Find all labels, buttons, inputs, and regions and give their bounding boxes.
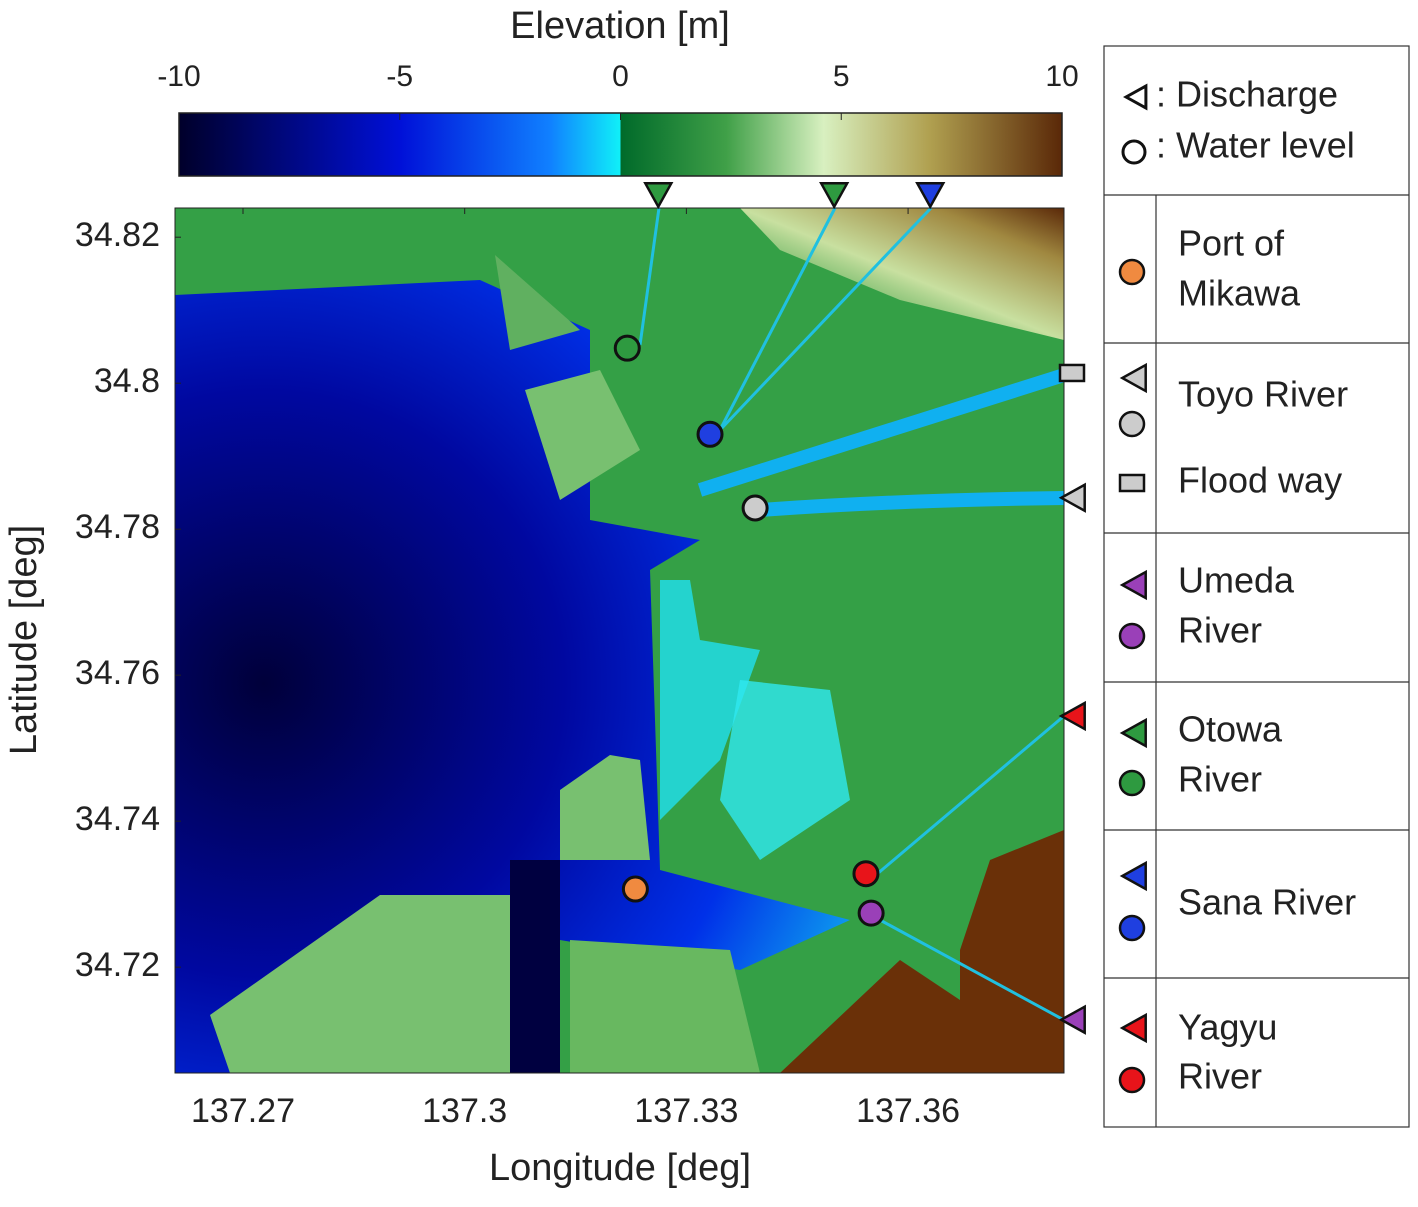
legend-label: Sana River — [1178, 882, 1356, 923]
discharge-station — [1058, 363, 1086, 383]
y-tick-label: 34.74 — [75, 800, 160, 838]
y-tick-label: 34.72 — [75, 946, 160, 984]
water-level-station — [696, 420, 724, 448]
legend-symbol — [1118, 410, 1146, 438]
colorbar-tick-label: -10 — [157, 60, 200, 93]
legend-label: Flood way — [1178, 460, 1342, 501]
water-level-station — [613, 334, 641, 362]
legend-symbol — [1123, 83, 1148, 111]
legend-symbol — [1118, 622, 1146, 650]
legend-symbol — [1118, 914, 1146, 942]
legend-label: River — [1178, 610, 1262, 651]
discharge-station — [1058, 700, 1086, 732]
legend-symbol — [1118, 1066, 1146, 1094]
water-level-station — [741, 494, 769, 522]
discharge-station — [1058, 1004, 1086, 1035]
y-tick-label: 34.82 — [75, 216, 160, 254]
y-tick-label: 34.8 — [94, 362, 160, 400]
water-level-station — [852, 860, 880, 888]
x-tick-label: 137.3 — [422, 1092, 507, 1130]
legend-label: Mikawa — [1178, 273, 1301, 314]
legend-symbol — [1119, 362, 1147, 394]
x-tick-label: 137.36 — [856, 1092, 960, 1130]
legend-label: Yagyu — [1178, 1007, 1277, 1048]
legend-symbol — [1119, 860, 1147, 892]
legend — [1103, 45, 1410, 1128]
legend-symbol — [1118, 258, 1146, 286]
legend-label: River — [1178, 1056, 1262, 1097]
water-level-station — [857, 899, 885, 927]
discharge-station — [643, 182, 674, 210]
colorbar-title: Elevation [m] — [510, 5, 730, 47]
discharge-station — [819, 182, 850, 210]
colorbar — [178, 112, 1063, 177]
discharge-station — [915, 182, 946, 210]
legend-label: Umeda — [1178, 560, 1295, 601]
legend-symbol — [1118, 769, 1146, 797]
y-tick-label: 34.78 — [75, 508, 160, 546]
colorbar-tick-label: 5 — [833, 60, 850, 93]
legend-symbol — [1119, 717, 1147, 749]
legend-label: Otowa — [1178, 709, 1283, 750]
legend-label: Port of — [1178, 223, 1285, 264]
colorbar-tick-label: -5 — [386, 60, 413, 93]
legend-symbol — [1119, 1012, 1147, 1044]
legend-symbol — [1119, 569, 1147, 601]
y-axis-label: Latitude [deg] — [3, 525, 45, 755]
legend-label: River — [1178, 759, 1262, 800]
legend-symbol — [1121, 139, 1147, 165]
x-tick-label: 137.27 — [191, 1092, 295, 1130]
y-tick-label: 34.76 — [75, 654, 160, 692]
legend-header: : Water level — [1156, 125, 1355, 166]
discharge-station — [1058, 482, 1086, 513]
water-level-station — [621, 875, 649, 903]
legend-label: Toyo River — [1178, 374, 1348, 415]
colorbar-tick-label: 0 — [612, 60, 629, 93]
x-tick-label: 137.33 — [634, 1092, 738, 1130]
x-axis-label: Longitude [deg] — [489, 1147, 751, 1189]
colorbar-tick-label: 10 — [1045, 60, 1078, 93]
legend-header: : Discharge — [1156, 74, 1338, 115]
legend-symbol — [1118, 473, 1146, 493]
